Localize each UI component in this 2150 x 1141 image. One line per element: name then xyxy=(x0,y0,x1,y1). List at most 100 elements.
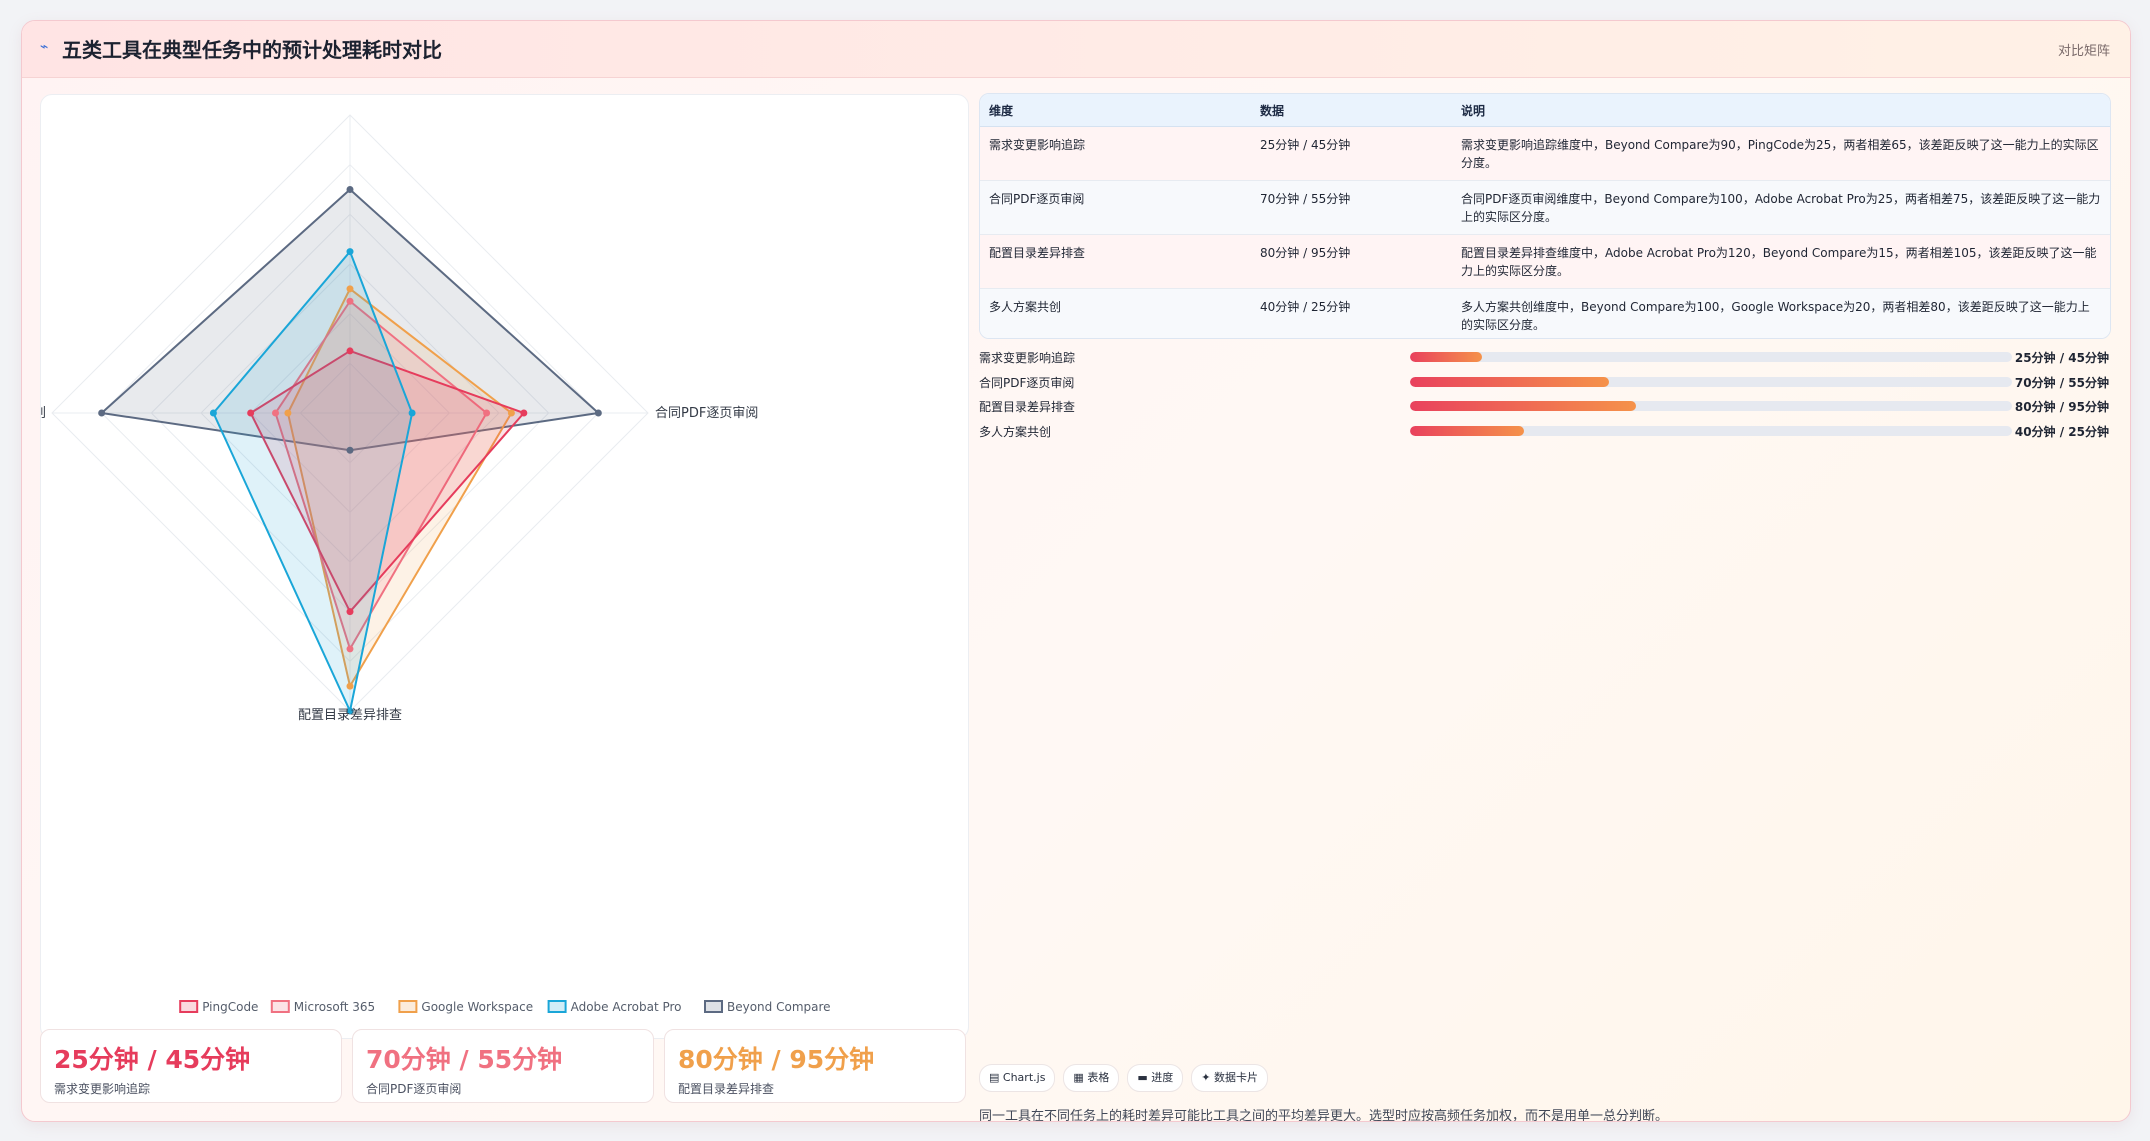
radar-axis-label: 多人方案共创 xyxy=(41,405,46,421)
description-cell: 合同PDF逐页审阅维度中，Beyond Compare为100，Adobe Ac… xyxy=(1452,180,2110,235)
tag-label: 数据卡片 xyxy=(1213,1071,1258,1084)
table-icon: ▦ xyxy=(1073,1071,1084,1084)
progress-row: 多人方案共创 40分钟 / 25分钟 xyxy=(979,423,2109,448)
radar-point xyxy=(507,409,515,417)
progress-track xyxy=(1410,401,2012,411)
legend-item: Microsoft 365 xyxy=(294,1000,375,1014)
stat-label: 需求变更影响追踪 xyxy=(54,1082,151,1096)
tag-label: Chart.js xyxy=(1002,1071,1046,1084)
progress-row: 合同PDF逐页审阅 70分钟 / 55分钟 xyxy=(979,374,2109,399)
stat-value: 70分钟 / 55分钟 xyxy=(366,1045,563,1074)
footnote: 同一工具在不同任务上的耗时差异可能比工具之间的平均差异更大。选型时应按高频任务加… xyxy=(979,1109,1669,1122)
table-row: 配置目录差异排查 80分钟 / 95分钟 配置目录差异排查维度中，Adobe A… xyxy=(980,234,2110,289)
description-cell: 多人方案共创维度中，Beyond Compare为100，Google Work… xyxy=(1452,288,2110,338)
table-row: 多人方案共创 40分钟 / 25分钟 多人方案共创维度中，Beyond Comp… xyxy=(980,288,2110,338)
progress-track xyxy=(1410,376,2012,387)
legend-item: Beyond Compare xyxy=(727,1000,831,1014)
card-icon: ✦ xyxy=(1201,1071,1211,1084)
radar-point xyxy=(346,248,354,256)
progress-value: 80分钟 / 95分钟 xyxy=(2014,400,2109,414)
progress-fill xyxy=(1410,352,1483,362)
progress-track xyxy=(1410,352,2012,362)
progress-label: 合同PDF逐页审阅 xyxy=(979,375,1075,390)
progress-row: 配置目录差异排查 80分钟 / 95分钟 xyxy=(979,398,2109,423)
radar-point xyxy=(247,409,255,417)
progress-value: 40分钟 / 25分钟 xyxy=(2014,424,2109,439)
tag-chartjs: ▤ Chart.js xyxy=(979,1064,1056,1092)
radar-point xyxy=(346,446,354,454)
stat-label: 合同PDF逐页审阅 xyxy=(366,1082,462,1096)
legend-swatch xyxy=(704,1000,723,1013)
progress-label: 配置目录差异排查 xyxy=(979,400,1076,414)
description-cell: 需求变更影响追踪维度中，Beyond Compare为90，PingCode为2… xyxy=(1452,126,2110,181)
comparison-table-card: 维度 数据 说明 需求变更影响追踪 25分钟 / 45分钟 需求变更影响追踪维度… xyxy=(979,93,2111,339)
radar-chart: 需求变更影响追踪合同PDF逐页审阅配置目录差异排查多人方案共创PingCodeM… xyxy=(41,114,831,1014)
table-row: 合同PDF逐页审阅 70分钟 / 55分钟 合同PDF逐页审阅维度中，Beyon… xyxy=(980,180,2110,235)
stat-card-1: 25分钟 / 45分钟 需求变更影响追踪 xyxy=(40,1029,342,1103)
comparison-table: 维度 数据 说明 需求变更影响追踪 25分钟 / 45分钟 需求变更影响追踪维度… xyxy=(980,94,2110,338)
progress-track xyxy=(1410,425,2012,436)
radar-chart-card: 需求变更影响追踪合同PDF逐页审阅配置目录差异排查多人方案共创PingCodeM… xyxy=(40,94,969,1039)
table-row: 需求变更影响追踪 25分钟 / 45分钟 需求变更影响追踪维度中，Beyond … xyxy=(980,126,2110,181)
progress-value: 25分钟 / 45分钟 xyxy=(2014,351,2109,365)
legend-swatch xyxy=(270,1000,290,1013)
legend-swatch xyxy=(179,1000,199,1013)
data-cell: 70分钟 / 55分钟 xyxy=(1251,180,1452,235)
column-header: 数据 xyxy=(1251,94,1452,127)
progress-label: 多人方案共创 xyxy=(979,424,1052,439)
legend-item: PingCode xyxy=(202,1000,258,1014)
radar-point xyxy=(520,409,528,417)
radar-point xyxy=(284,409,292,417)
stat-card-3: 80分钟 / 95分钟 配置目录差异排查 xyxy=(664,1029,966,1103)
radar-point xyxy=(209,409,217,417)
stat-value: 25分钟 / 45分钟 xyxy=(54,1045,251,1074)
stat-value: 80分钟 / 95分钟 xyxy=(678,1045,875,1074)
radar-point xyxy=(346,297,354,305)
description-cell: 配置目录差异排查维度中，Adobe Acrobat Pro为120，Beyond… xyxy=(1452,234,2110,289)
tag-label: 进度 xyxy=(1151,1071,1174,1084)
data-cell: 25分钟 / 45分钟 xyxy=(1251,126,1452,181)
column-header: 说明 xyxy=(1452,94,2110,127)
radar-point xyxy=(594,409,602,417)
tag-list: ▤ Chart.js ▦ 表格 ▬ 进度 ✦ 数据卡片 xyxy=(979,1064,1276,1092)
page-title: 五类工具在典型任务中的预计处理耗时对比 xyxy=(62,38,442,62)
legend-item: Adobe Acrobat Pro xyxy=(571,1000,682,1014)
chart-line-icon: ⌁ xyxy=(40,39,49,55)
radar-point xyxy=(272,409,279,417)
tag-progress: ▬ 进度 xyxy=(1127,1064,1184,1092)
header-bar: ⌁ 五类工具在典型任务中的预计处理耗时对比 对比矩阵 xyxy=(22,21,2130,78)
radar-point xyxy=(408,409,416,417)
dashboard-frame: ⌁ 五类工具在典型任务中的预计处理耗时对比 对比矩阵 需求变更影响追踪合同PDF… xyxy=(21,20,2131,1122)
radar-point xyxy=(346,285,354,293)
radar-point xyxy=(483,409,491,417)
matrix-label: 对比矩阵 xyxy=(2057,44,2110,59)
legend-item: Google Workspace xyxy=(421,1000,533,1014)
radar-point xyxy=(346,186,354,193)
tag-label: 表格 xyxy=(1087,1071,1110,1084)
radar-point xyxy=(346,608,354,616)
table-header-row: 维度 数据 说明 xyxy=(980,94,2110,127)
progress-fill xyxy=(1410,376,1609,387)
legend-swatch xyxy=(398,1000,418,1013)
radar-axis-label: 配置目录差异排查 xyxy=(298,708,402,723)
tag-table: ▦ 表格 xyxy=(1063,1064,1120,1092)
radar-point xyxy=(346,707,354,715)
tag-data-card: ✦ 数据卡片 xyxy=(1191,1064,1268,1092)
stat-label: 配置目录差异排查 xyxy=(678,1082,775,1096)
column-header: 维度 xyxy=(980,94,1251,127)
progress-fill xyxy=(1410,425,1525,436)
radar-point xyxy=(346,347,354,355)
progress-list: 需求变更影响追踪 25分钟 / 45分钟 合同PDF逐页审阅 70分钟 / 55… xyxy=(979,349,2109,447)
chart-icon: ▤ xyxy=(989,1071,1000,1084)
dimension-cell: 配置目录差异排查 xyxy=(980,234,1251,289)
progress-icon: ▬ xyxy=(1137,1071,1148,1084)
data-cell: 80分钟 / 95分钟 xyxy=(1251,234,1452,289)
radar-point xyxy=(346,682,354,690)
legend-swatch xyxy=(547,1000,567,1013)
progress-row: 需求变更影响追踪 25分钟 / 45分钟 xyxy=(979,349,2109,374)
progress-value: 70分钟 / 55分钟 xyxy=(2014,375,2109,390)
progress-label: 需求变更影响追踪 xyxy=(979,351,1076,365)
dimension-cell: 多人方案共创 xyxy=(980,288,1251,338)
radar-point xyxy=(98,409,106,417)
stat-card-2: 70分钟 / 55分钟 合同PDF逐页审阅 xyxy=(352,1029,654,1103)
